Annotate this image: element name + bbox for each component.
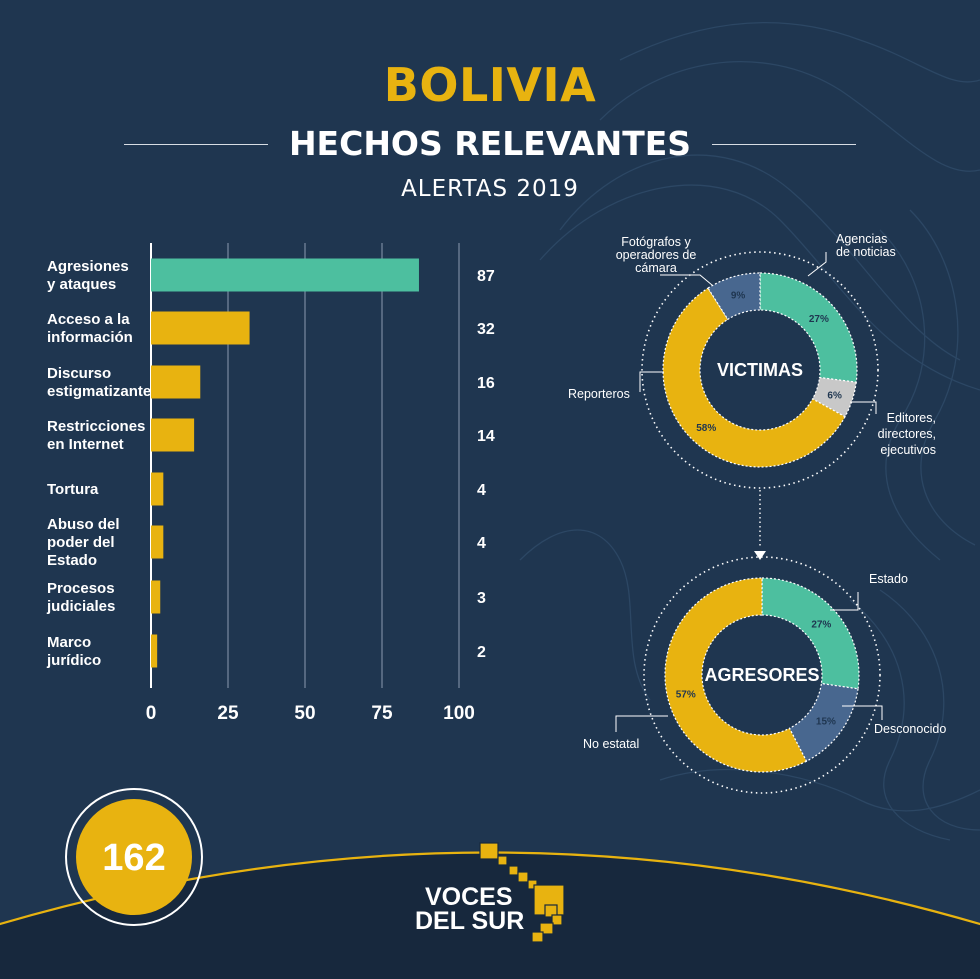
slice-percent-label: 57% <box>676 690 696 701</box>
logo-text-line1: VOCES <box>425 883 513 911</box>
slice-percent-label: 9% <box>731 291 746 302</box>
logo-square <box>551 914 563 926</box>
logo-square <box>508 865 519 876</box>
title-rule-left <box>124 144 268 145</box>
category-label: Tortura <box>47 481 99 498</box>
donut-center-title: AGRESORES <box>704 665 819 685</box>
donut-dotted-ring <box>643 556 881 794</box>
donut-slice <box>759 272 858 383</box>
title-rule-right <box>712 144 856 145</box>
bar <box>151 634 158 668</box>
logo-square <box>497 855 508 866</box>
slice-percent-label: 6% <box>827 390 842 401</box>
data-label: 16 <box>477 375 495 392</box>
data-label: 4 <box>477 482 486 499</box>
logo-text-line2: DEL SUR <box>415 907 524 935</box>
category-label: Agresiones y ataques <box>47 258 129 293</box>
slice-label: Estado <box>869 572 908 586</box>
data-label: 4 <box>477 535 486 552</box>
bar <box>151 525 164 559</box>
slice-label: Editores, directores, ejecutivos <box>878 411 936 457</box>
victimas-donut-chart: 27% 6% 58% 9% VICTIMAS Agencias de noticias Edi… <box>568 232 936 489</box>
logo-square <box>479 842 499 860</box>
slice-label: No estatal <box>583 737 639 751</box>
background-contours <box>519 21 980 841</box>
page-subtitle: ALERTAS 2019 <box>401 176 579 202</box>
page-title: HECHOS RELEVANTES <box>288 124 692 163</box>
x-tick-label: 50 <box>294 703 315 724</box>
data-label: 3 <box>477 590 486 607</box>
x-tick-label: 0 <box>146 703 157 724</box>
category-label: Discurso estigmatizante <box>47 365 151 400</box>
agresores-donut-chart: 27% 15% 57% AGRESORES Estado Desconocido No es… <box>583 556 946 794</box>
x-tick-label: 100 <box>443 703 475 724</box>
total-badge-ring <box>65 788 203 926</box>
bar <box>151 418 195 452</box>
slice-percent-label: 27% <box>811 620 831 631</box>
slice-label: Desconocido <box>874 722 946 736</box>
bar <box>151 580 161 614</box>
slice-percent-label: 27% <box>809 314 829 325</box>
callout-line <box>842 705 883 720</box>
category-label: Procesos judiciales <box>46 580 115 615</box>
x-tick-label: 25 <box>217 703 239 724</box>
donut-slice <box>664 577 808 773</box>
category-label: Acceso a la información <box>47 311 133 346</box>
slice-label: Reporteros <box>568 387 630 401</box>
bar <box>151 365 201 399</box>
donut-slice <box>811 376 857 418</box>
donut-slice <box>662 287 846 468</box>
logo-square <box>539 922 554 935</box>
callout-line <box>850 401 877 414</box>
slice-percent-label: 15% <box>816 717 836 728</box>
logo-square <box>531 931 544 943</box>
callout-line <box>615 715 668 732</box>
data-label: 2 <box>477 644 486 661</box>
callout-line <box>639 371 664 392</box>
donut-dotted-ring <box>641 251 879 489</box>
donut-slice <box>761 577 860 690</box>
bar <box>151 311 250 345</box>
donut-center-title: VICTIMAS <box>717 360 803 380</box>
category-label: Abuso del poder del Estado <box>47 516 120 569</box>
total-value: 162 <box>102 837 165 879</box>
chart-connector <box>754 490 766 560</box>
data-label: 87 <box>477 268 495 285</box>
logo-square <box>517 871 529 883</box>
connector-arrow-icon <box>754 551 766 560</box>
data-label: 14 <box>477 428 495 445</box>
total-badge <box>76 799 192 915</box>
category-label: Marco jurídico <box>46 634 101 669</box>
logo-square <box>544 904 558 918</box>
bar-chart: 0 25 50 75 100 Agresiones y ataques 87 Acceso a … <box>46 243 495 724</box>
data-label: 32 <box>477 321 495 338</box>
footer-band <box>0 852 980 979</box>
country-title: BOLIVIA <box>383 58 597 112</box>
slice-label: Agencias de noticias <box>836 232 896 259</box>
slice-percent-label: 58% <box>696 423 716 434</box>
x-tick-label: 75 <box>371 703 393 724</box>
slice-label: Fotógrafos y operadores de cámara <box>616 235 697 275</box>
callout-line <box>830 592 859 611</box>
donut-slice <box>707 272 761 321</box>
callout-line <box>807 252 827 277</box>
bar <box>151 472 164 506</box>
category-label: Restricciones en Internet <box>47 418 145 453</box>
callout-line <box>660 274 713 286</box>
bar <box>151 258 419 292</box>
